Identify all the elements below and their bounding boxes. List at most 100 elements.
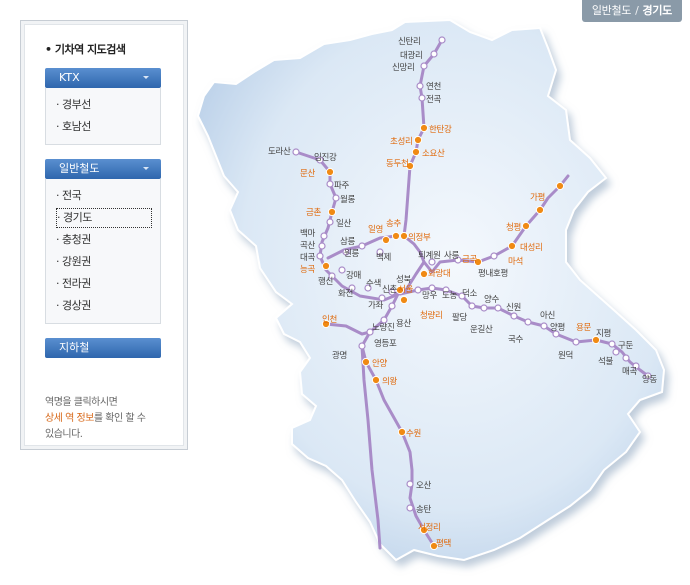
station-dot-seoul[interactable] — [395, 285, 405, 295]
line-item-honam[interactable]: 호남선 — [56, 116, 160, 138]
station-label[interactable]: 초성리 — [390, 137, 413, 147]
station-dot-sareung[interactable] — [454, 256, 462, 264]
station-label[interactable]: 곡산 — [300, 240, 316, 251]
station-dot-jipyeong[interactable] — [608, 340, 616, 348]
station-dot-gudun[interactable] — [622, 354, 630, 362]
station-label[interactable]: 능곡 — [300, 265, 316, 275]
station-label[interactable]: 서울 — [398, 285, 414, 295]
station-dot-paju[interactable] — [326, 180, 334, 188]
station-label[interactable]: 매곡 — [622, 367, 638, 377]
station-dot-ungilsan[interactable] — [494, 304, 502, 312]
station-dot-toegyewon[interactable] — [428, 258, 436, 266]
station-dot-choseongri[interactable] — [413, 135, 423, 145]
region-item-chungcheong[interactable]: 충청권 — [56, 229, 160, 251]
station-label[interactable]: 신원 — [506, 303, 521, 313]
station-label[interactable]: 신촌 — [382, 285, 398, 295]
station-dot-imjingang[interactable] — [316, 156, 324, 164]
station-dot-ilyeong[interactable] — [381, 235, 391, 245]
station-label[interactable]: 퇴계원 — [418, 250, 441, 261]
station-dot-daeseongri[interactable] — [521, 221, 531, 231]
station-label[interactable]: 원덕 — [558, 350, 573, 361]
station-dot-haengsin[interactable] — [328, 272, 336, 280]
station-label[interactable]: 송추 — [386, 219, 402, 229]
station-dot-hantangang[interactable] — [419, 123, 429, 133]
station-label[interactable]: 금촌 — [306, 208, 322, 218]
general-rail-category-button[interactable]: 일반철도 — [45, 159, 161, 179]
station-dot-sinmangri[interactable] — [420, 62, 428, 70]
station-label[interactable]: 안양 — [372, 358, 388, 369]
station-label[interactable]: 성북 — [396, 275, 412, 285]
station-dot-hwajeon[interactable] — [348, 284, 356, 292]
station-dot-maseok[interactable] — [507, 241, 517, 251]
station-label[interactable]: 일산 — [336, 218, 352, 229]
station-label[interactable]: 도라산 — [268, 146, 291, 157]
station-label[interactable]: 행신 — [318, 276, 333, 287]
station-label[interactable]: 신탄리 — [398, 36, 421, 47]
station-label[interactable]: 백제 — [376, 252, 391, 263]
region-item-gangwon[interactable]: 강원권 — [56, 251, 160, 273]
station-label[interactable]: 지평 — [596, 328, 611, 339]
station-label[interactable]: 한탄강 — [429, 124, 452, 135]
station-dot-wonneung[interactable] — [342, 248, 350, 256]
station-dot-goksan[interactable] — [318, 242, 326, 250]
station-label[interactable]: 대광리 — [400, 50, 423, 61]
line-item-gyeongbu[interactable]: 경부선 — [56, 94, 160, 116]
station-dot-donong[interactable] — [442, 286, 450, 294]
station-label[interactable]: 평내호평 — [478, 268, 508, 279]
station-label[interactable]: 가평 — [530, 192, 545, 203]
station-dot-seokbul[interactable] — [612, 348, 620, 356]
station-dot-seongbuk[interactable] — [414, 286, 422, 294]
station-label[interactable]: 수원 — [406, 429, 421, 439]
station-label[interactable]: 서정리 — [418, 522, 441, 533]
station-dot-daegok[interactable] — [316, 252, 324, 260]
station-label[interactable]: 월롱 — [340, 194, 356, 205]
station-dot-deokso[interactable] — [458, 292, 466, 300]
station-label[interactable]: 평택 — [436, 538, 451, 549]
station-dot-munsan[interactable] — [325, 167, 335, 177]
breadcrumb-section[interactable]: 일반철도 — [591, 4, 632, 17]
station-label[interactable]: 청량리 — [420, 310, 443, 321]
station-label[interactable]: 영등포 — [374, 338, 397, 349]
station-dot-jeongok[interactable] — [418, 94, 426, 102]
station-label[interactable]: 국수 — [508, 335, 524, 345]
station-dot-suwon[interactable] — [397, 427, 407, 437]
station-dot-yeoncheon[interactable] — [416, 82, 424, 90]
station-label[interactable]: 강매 — [346, 270, 361, 281]
station-dot-paldang[interactable] — [468, 302, 476, 310]
station-label[interactable]: 삼릉 — [340, 236, 356, 247]
station-dot-yangpyeong[interactable] — [552, 330, 560, 338]
station-dot-cheongnyangni[interactable] — [399, 295, 409, 305]
station-label[interactable]: 양평 — [550, 322, 565, 333]
station-label[interactable]: 청평 — [506, 222, 521, 233]
station-label[interactable]: 수색 — [366, 278, 381, 289]
station-label[interactable]: 아신 — [540, 310, 555, 321]
station-dot-gangmae[interactable] — [338, 266, 346, 274]
station-label[interactable]: 연천 — [426, 81, 441, 92]
station-dot-soyosan[interactable] — [411, 147, 421, 157]
station-dot-cheongpyeong[interactable] — [535, 205, 545, 215]
station-label[interactable]: 의정부 — [408, 232, 431, 243]
station-label[interactable]: 덕소 — [462, 288, 478, 299]
station-label[interactable]: 오산 — [416, 480, 432, 491]
station-dot-pyeongtaek[interactable] — [429, 541, 439, 551]
station-dot-daegwangri[interactable] — [430, 50, 438, 58]
region-item-gyeonggi[interactable]: 경기도 — [56, 208, 152, 228]
station-label[interactable]: 파주 — [334, 181, 350, 191]
station-dot-songtan[interactable] — [406, 504, 414, 512]
station-dot-osan[interactable] — [406, 480, 414, 488]
station-label[interactable]: 문산 — [300, 168, 316, 179]
station-dot-incheon[interactable] — [321, 319, 331, 329]
station-label[interactable]: 전곡 — [426, 94, 442, 105]
station-label[interactable]: 구둔 — [618, 341, 634, 351]
station-dot-sintanri[interactable] — [438, 36, 446, 44]
station-dot-guksu[interactable] — [524, 318, 532, 326]
station-dot-wondeok[interactable] — [572, 338, 580, 346]
station-label[interactable]: 백마 — [300, 228, 316, 239]
station-dot-neunggok[interactable] — [321, 261, 331, 271]
station-dot-yeongdeungpo[interactable] — [366, 328, 374, 336]
station-dot-uijeongbu[interactable] — [399, 231, 409, 241]
station-dot-ilsan[interactable] — [326, 218, 334, 226]
station-label[interactable]: 망우 — [422, 290, 438, 301]
station-label[interactable]: 동두천 — [386, 158, 409, 169]
station-label[interactable]: 용문 — [576, 323, 592, 333]
